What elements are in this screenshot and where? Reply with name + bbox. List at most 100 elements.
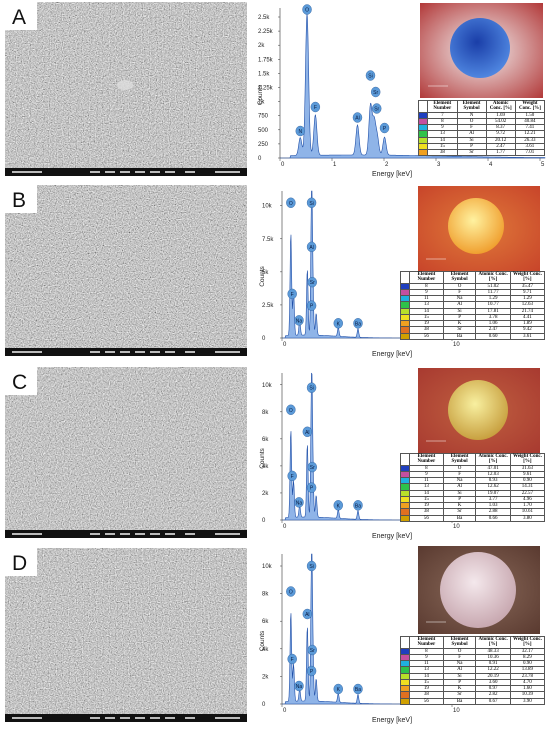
table-cell: 10.39: [509, 691, 546, 699]
element-table: Element Number Element Symbol Atomic Conc.…: [418, 100, 546, 157]
table-cell: 31.63: [509, 464, 546, 472]
x-tick-label: 5: [541, 162, 545, 168]
specimen: [448, 198, 504, 254]
peak-label: Sr: [310, 280, 315, 286]
table-row: 14 Si 19.07 22.57: [400, 489, 546, 497]
peak-label: P: [383, 126, 387, 132]
peak-label: Ba: [355, 687, 361, 693]
table-cell: 15: [409, 678, 444, 687]
table-row: 8 O 51.02 35.47: [400, 282, 546, 290]
column-header: Element Number: [427, 100, 458, 113]
y-tick-label: 4k: [262, 464, 269, 470]
peak-label: N: [298, 129, 302, 135]
table-cell: 13: [409, 483, 444, 491]
table-row: 8 O 47.01 31.63: [400, 464, 546, 472]
table-row: 19 K 1.06 1.89: [400, 319, 546, 328]
table-cell: 15: [409, 313, 444, 322]
column-header: Weight Conc. [%]: [509, 636, 546, 649]
table-row: 8 O 54.02 40.84: [418, 117, 546, 126]
table-cell: 40.84: [514, 117, 546, 126]
info-text: [185, 717, 195, 719]
table-cell: 1.50: [514, 111, 546, 119]
table-row: 14 Si 17.81 21.74: [400, 307, 546, 315]
color-swatch: [400, 301, 410, 309]
sem-texture: [5, 367, 247, 538]
y-tick-label: 8k: [262, 410, 269, 416]
table-cell: 12.21: [514, 130, 546, 138]
x-tick-label: 4: [489, 162, 493, 168]
panel: A 2.5k 2.25k 2k 1.75k 1.5k 1.25k 1k 750 500 250 0 0 1…: [5, 2, 546, 178]
y-tick-label: 10k: [262, 204, 273, 210]
peak-marker: [353, 500, 363, 511]
peak-marker: [295, 125, 305, 137]
peak-marker: [352, 112, 363, 123]
info-text: [215, 533, 240, 535]
info-text: [165, 171, 175, 173]
peak-marker: [333, 500, 343, 511]
peak-label: O: [305, 8, 309, 14]
y-axis-label: Counts: [259, 447, 266, 468]
peak-marker: [306, 665, 317, 677]
table-cell: 1.77: [485, 148, 516, 157]
table-cell: 2.82: [475, 691, 511, 699]
table-cell: 8: [409, 647, 444, 655]
table-cell: 0.60: [475, 332, 511, 340]
peak-marker: [302, 4, 312, 15]
peak-label: K: [337, 503, 341, 509]
table-cell: 8.29: [509, 653, 546, 662]
info-text: [90, 351, 100, 353]
x-tick-label: 3: [437, 162, 441, 168]
color-swatch: [400, 495, 410, 504]
table-row: 38 Sr 2.88 10.61: [400, 508, 546, 516]
peak-marker: [306, 560, 317, 572]
table-row: 14 Si 20.19 23.78: [400, 672, 546, 680]
table-cell: 26.33: [514, 136, 546, 144]
peak-label: Si: [368, 74, 372, 80]
peak-marker: [306, 382, 317, 393]
info-text: [135, 533, 145, 535]
y-tick-label: 2.5k: [258, 15, 270, 21]
y-tick-label: 1.75k: [258, 57, 274, 63]
peak-label: P: [310, 486, 314, 492]
info-text: [165, 533, 175, 535]
table-cell: 10.77: [475, 301, 511, 309]
header-row: Element Number Element Symbol Atomic Conc.…: [400, 636, 546, 649]
y-tick-label: 500: [258, 128, 269, 134]
table-cell: 1.69: [485, 111, 516, 119]
y-tick-label: 0: [262, 336, 266, 342]
table-row: 9 F 12.03 9.61: [400, 470, 546, 479]
color-swatch: [400, 313, 410, 322]
table-cell: 9.71: [509, 288, 546, 297]
x-axis-label: Energy [keV]: [372, 171, 412, 178]
y-tick-label: 2.5k: [262, 303, 274, 309]
table-cell: 2.47: [475, 326, 511, 334]
particle: [117, 80, 133, 90]
column-header: Element Symbol: [456, 100, 487, 113]
column-header: Element Number: [409, 636, 444, 649]
panel-label: D: [12, 552, 27, 575]
table-row: 11 Na 0.91 0.90: [400, 659, 546, 668]
panel-label: C: [12, 371, 27, 394]
table-cell: Sr: [456, 148, 487, 157]
x-tick-label: 0: [283, 708, 287, 714]
color-swatch: [418, 111, 428, 119]
table-cell: 38: [409, 326, 444, 334]
info-text: [120, 533, 130, 535]
table-cell: 3.61: [509, 332, 546, 340]
panel: C 10k 8k 6k 4k 2k 0 0 10 Counts Energy [keV] O Si Al F…: [5, 367, 545, 540]
peak-label: F: [291, 657, 294, 663]
info-text: [185, 533, 195, 535]
x-axis-label: Energy [keV]: [372, 533, 412, 540]
column-header: Element Symbol: [442, 453, 477, 466]
info-text: [105, 533, 115, 535]
table-cell: 19: [409, 684, 444, 693]
info-text: [90, 171, 100, 173]
table-cell: 7.01: [514, 148, 546, 157]
element-table: Element Number Element Symbol Atomic Conc.…: [400, 636, 546, 705]
header-row: Element Number Element Symbol Atomic Conc.…: [400, 453, 546, 466]
peak-marker: [306, 300, 317, 311]
peak-label: Al: [305, 612, 309, 618]
peak-marker: [286, 197, 296, 208]
y-axis-label: Counts: [257, 84, 264, 105]
table-row: 9 F 11.77 9.71: [400, 288, 546, 297]
